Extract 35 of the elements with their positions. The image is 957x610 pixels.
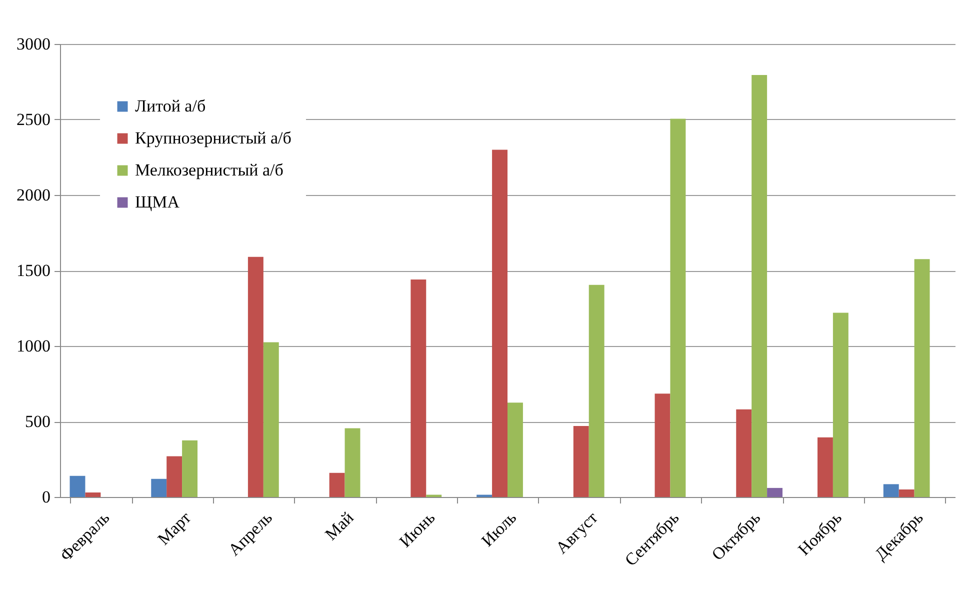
- y-tick-label: 3000: [16, 34, 50, 54]
- bar: [832, 312, 848, 497]
- bar: [508, 402, 523, 497]
- bar: [248, 256, 264, 497]
- bar: [492, 150, 508, 497]
- bar: [344, 428, 360, 497]
- legend-label: ЩМА: [135, 192, 180, 212]
- bar: [752, 74, 768, 497]
- bar: [817, 437, 833, 497]
- y-tick-label: 2000: [16, 186, 50, 204]
- y-tick-label: 2500: [16, 110, 50, 129]
- bar: [914, 259, 930, 497]
- y-tick-label: 500: [25, 412, 50, 431]
- y-tick-label: 0: [42, 488, 50, 506]
- legend-label: Литой а/б: [135, 96, 206, 116]
- bar: [573, 426, 589, 497]
- bar: [588, 284, 604, 497]
- y-tick-label: 1500: [16, 261, 50, 280]
- bar: [263, 342, 279, 497]
- bar: [329, 472, 345, 497]
- bar: [898, 489, 914, 497]
- bar: [151, 478, 167, 497]
- bar: [654, 394, 670, 497]
- bar: [883, 484, 899, 497]
- bar: [182, 440, 198, 497]
- legend-label: Мелкозернистый а/б: [135, 160, 284, 180]
- bar: [70, 476, 86, 497]
- bar: [736, 409, 752, 497]
- bar: [166, 456, 182, 497]
- bar: [767, 488, 783, 497]
- y-tick-label: 1000: [16, 336, 50, 356]
- bar: [670, 118, 686, 497]
- bar: [85, 492, 101, 497]
- legend-label: Крупнозернистый а/б: [135, 128, 292, 148]
- bar: [410, 280, 426, 497]
